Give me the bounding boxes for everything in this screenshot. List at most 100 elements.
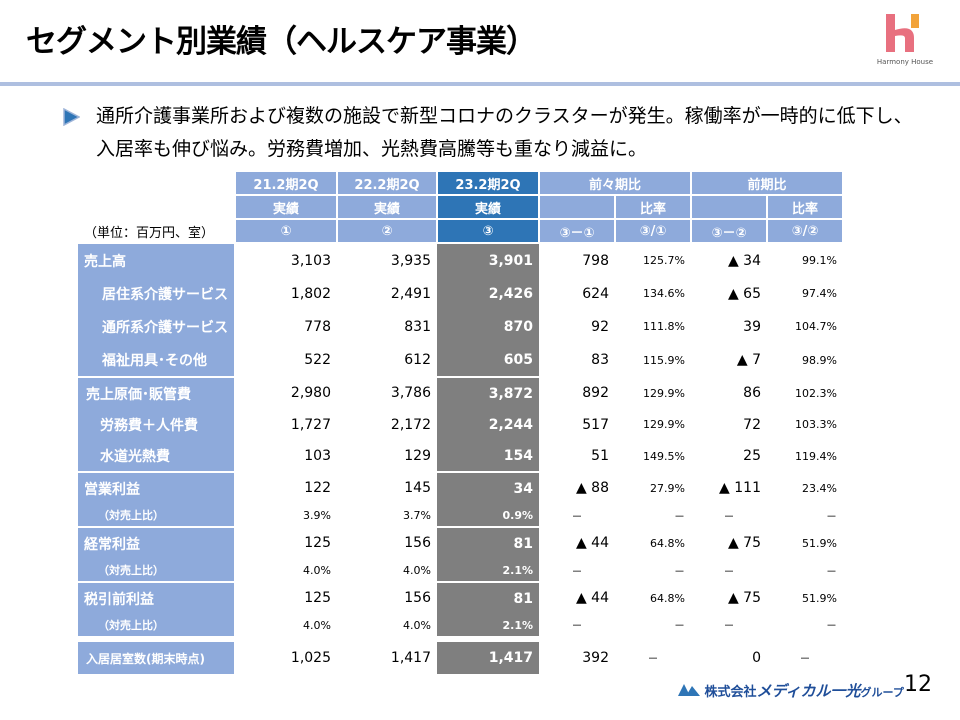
cell-value: 392 xyxy=(582,649,609,666)
cell-value: 4.0% xyxy=(403,618,431,632)
cell-value: 2.1% xyxy=(437,614,539,636)
company-mark-icon xyxy=(678,684,700,696)
cell-value: 3.9% xyxy=(303,509,331,522)
cell-value: － xyxy=(674,619,685,632)
row-label: 売上高 xyxy=(76,242,236,277)
cell-value: 3,786 xyxy=(390,385,431,401)
row-label: 福祉用具･その他 xyxy=(76,343,236,377)
cell-value: 122 xyxy=(304,480,331,496)
table-row: 売上原価･販管費 2,980 3,786 3,872 892 129.9% 86 102.3% xyxy=(76,376,843,409)
cell-value: 81 xyxy=(437,581,539,614)
cell-value: 104.7% xyxy=(795,320,837,333)
cell-value: 103.3% xyxy=(795,418,837,431)
header-cmp-prev: 前期比 xyxy=(690,170,844,196)
table-row: 通所系介護サービス 778 831 870 92 111.8% 39 104.7% xyxy=(76,310,843,343)
cell-value: 102.3% xyxy=(795,386,837,400)
cell-value: 2,172 xyxy=(390,416,431,433)
cell-value: － xyxy=(674,564,685,578)
table-row: （対売上比） 4.0% 4.0% 2.1% － － － － xyxy=(76,614,843,636)
cell-value: 892 xyxy=(582,385,609,401)
page-number: 12 xyxy=(904,672,932,697)
cell-value: ▲ 111 xyxy=(719,480,761,496)
cell-value: 125 xyxy=(304,535,331,551)
cell-value: 3,935 xyxy=(390,252,431,269)
cell-value: ▲ 75 xyxy=(727,590,761,606)
cell-value: 34 xyxy=(437,471,539,504)
cell-value: ▲ 7 xyxy=(736,352,761,368)
header-ratio: 比率 xyxy=(614,194,692,220)
cell-value: 0 xyxy=(752,649,761,666)
cell-value: 4.0% xyxy=(303,618,331,632)
cell-value: 99.1% xyxy=(802,254,837,267)
header-period-3: 23.2期2Q xyxy=(436,170,540,196)
cell-value: － xyxy=(647,651,659,665)
cell-value: 103 xyxy=(304,448,331,464)
cell-value: 64.8% xyxy=(650,536,685,550)
header-mark: ③/① xyxy=(614,218,692,244)
row-label: 通所系介護サービス xyxy=(76,310,236,343)
table-row: （対売上比） 4.0% 4.0% 2.1% － － － － xyxy=(76,559,843,582)
header-period-1: 21.2期2Q xyxy=(234,170,338,196)
cell-value: 2.1% xyxy=(437,559,539,582)
cell-value: 870 xyxy=(437,310,539,343)
cell-value: － xyxy=(826,564,837,578)
cell-value: 72 xyxy=(743,416,761,433)
cell-value: 4.0% xyxy=(303,564,331,577)
summary-text: 通所介護事業所および複数の施設で新型コロナのクラスターが発生。稼働率が一時的に低… xyxy=(96,105,913,160)
row-label: （対売上比） xyxy=(76,504,236,527)
row-label: （対売上比） xyxy=(76,614,236,636)
cell-value: 612 xyxy=(404,352,431,368)
cell-value: 517 xyxy=(582,416,609,433)
cell-value: 3,901 xyxy=(437,242,539,277)
page-title: セグメント別業績（ヘルスケア事業） xyxy=(26,24,537,60)
cell-value: 86 xyxy=(743,385,761,401)
cell-value: 125.7% xyxy=(643,254,685,267)
cell-value: 97.4% xyxy=(802,287,837,300)
cell-value: 624 xyxy=(582,285,609,302)
cell-value: 119.4% xyxy=(795,449,837,463)
table-row: 税引前利益 125 156 81 ▲ 44 64.8% ▲ 75 51.9% xyxy=(76,581,843,614)
cell-value: ▲ 65 xyxy=(727,285,761,302)
medical-ikko-group-logo: 株式会社メディカル一光グループ xyxy=(678,680,904,701)
cell-value: ▲ 34 xyxy=(727,252,761,269)
cell-value: 92 xyxy=(591,318,609,335)
cell-value: － xyxy=(826,509,837,523)
cell-value: 605 xyxy=(437,343,539,377)
cell-value: ▲ 44 xyxy=(575,535,609,551)
harmony-house-logo: Harmony House xyxy=(872,14,938,76)
cell-value: 2,980 xyxy=(290,385,331,401)
cell-value: 134.6% xyxy=(643,287,685,300)
cell-value: 129.9% xyxy=(643,386,685,400)
table-row: 入居居室数(期末時点) 1,025 1,417 1,417 392 － 0 － xyxy=(76,640,843,674)
table-row: （対売上比） 3.9% 3.7% 0.9% － － － － xyxy=(76,504,843,527)
cell-value: 25 xyxy=(743,448,761,464)
cell-value: － xyxy=(674,509,685,523)
cell-value: 798 xyxy=(582,252,609,269)
cell-value: 111.8% xyxy=(643,320,685,333)
cell-value: 64.8% xyxy=(650,591,685,605)
cell-value: － xyxy=(571,619,583,632)
header-mark: ③－① xyxy=(538,218,616,244)
cell-value: ▲ 88 xyxy=(575,480,609,496)
cell-value: － xyxy=(571,564,583,578)
header-mark: ③－② xyxy=(690,218,768,244)
cell-value: 51.9% xyxy=(802,536,837,550)
cell-value: 129 xyxy=(404,448,431,464)
row-label: 売上原価･販管費 xyxy=(76,376,236,409)
row-label: 水道光熱費 xyxy=(76,440,236,472)
cell-value: 156 xyxy=(404,590,431,606)
cell-value: － xyxy=(723,619,735,632)
cell-value: 1,025 xyxy=(290,649,331,666)
cell-value: 23.4% xyxy=(802,481,837,495)
header-period-2: 22.2期2Q xyxy=(336,170,438,196)
table-row: 営業利益 122 145 34 ▲ 88 27.9% ▲ 111 23.4% xyxy=(76,471,843,504)
cell-value: 2,244 xyxy=(437,409,539,440)
cell-value: 3.7% xyxy=(403,509,431,522)
unit-label: （単位：百万円、室） xyxy=(84,226,215,241)
cell-value: 115.9% xyxy=(643,353,685,367)
row-label: （対売上比） xyxy=(76,559,236,582)
header-cmp-prev2: 前々期比 xyxy=(538,170,692,196)
cell-value: 27.9% xyxy=(650,481,685,495)
cell-value: 81 xyxy=(437,526,539,559)
cell-value: 1,417 xyxy=(437,640,539,674)
